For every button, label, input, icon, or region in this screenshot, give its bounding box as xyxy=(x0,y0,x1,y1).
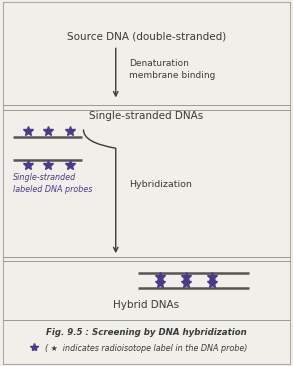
FancyArrowPatch shape xyxy=(84,130,118,252)
Text: Hybridization: Hybridization xyxy=(129,180,192,189)
Text: Source DNA (double-stranded): Source DNA (double-stranded) xyxy=(67,31,226,42)
Text: Single-stranded DNAs: Single-stranded DNAs xyxy=(89,111,204,122)
Text: Hybrid DNAs: Hybrid DNAs xyxy=(113,299,180,310)
Text: Fig. 9.5 : Screening by DNA hybridization: Fig. 9.5 : Screening by DNA hybridizatio… xyxy=(46,328,247,337)
Text: Denaturation
membrane binding: Denaturation membrane binding xyxy=(129,59,215,80)
Text: ( ★  indicates radioisotope label in the DNA probe): ( ★ indicates radioisotope label in the … xyxy=(45,344,248,353)
Text: Single-stranded
labeled DNA probes: Single-stranded labeled DNA probes xyxy=(13,173,93,194)
